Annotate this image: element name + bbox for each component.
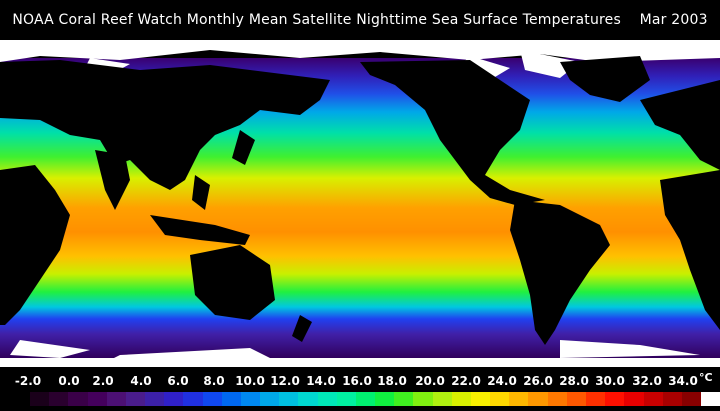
india xyxy=(95,150,130,210)
legend-tick: 10.0 xyxy=(235,374,265,388)
colorbar-swatch xyxy=(49,392,69,406)
colorbar-swatch xyxy=(30,392,50,406)
colorbar-swatch xyxy=(681,392,702,406)
colorbar-swatch xyxy=(470,392,491,406)
legend-tick: 26.0 xyxy=(523,374,553,388)
colorbar-swatch xyxy=(413,392,433,406)
colorbar-swatch xyxy=(375,392,395,406)
south-america xyxy=(510,200,610,345)
legend-tick: -2.0 xyxy=(14,374,42,388)
colorbar-swatch xyxy=(260,392,280,406)
legend-tick: 32.0 xyxy=(632,374,662,388)
indonesia xyxy=(150,215,250,245)
legend-tick: 16.0 xyxy=(342,374,372,388)
legend-ticks: -2.0 0.0 2.0 4.0 6.0 8.0 10.0 12.0 14.0 … xyxy=(0,371,720,390)
legend-tick: 2.0 xyxy=(92,374,114,388)
colorbar-swatch xyxy=(240,392,261,406)
colorbar-swatch xyxy=(202,392,222,406)
colorbar-swatch xyxy=(643,392,663,406)
africa xyxy=(660,170,720,330)
sea-surface-temperature-map xyxy=(0,40,720,367)
north-america xyxy=(360,60,545,205)
legend-tick: 20.0 xyxy=(415,374,445,388)
colorbar-swatch xyxy=(68,392,88,406)
colorbar-swatch xyxy=(624,392,644,406)
colorbar-swatch xyxy=(547,392,567,406)
legend-tick: 4.0 xyxy=(130,374,152,388)
colorbar-swatch xyxy=(221,392,241,406)
western-europe xyxy=(640,80,720,170)
colorbar-swatch xyxy=(145,392,165,406)
colorbar-swatch xyxy=(87,392,107,406)
legend-tick: 12.0 xyxy=(270,374,300,388)
philippines xyxy=(192,175,210,210)
colorbar-swatch xyxy=(605,392,625,406)
antarctica xyxy=(0,340,720,367)
colorbar-swatch xyxy=(183,392,203,406)
australia xyxy=(190,245,275,320)
colorbar-swatch xyxy=(336,392,356,406)
colorbar-swatch xyxy=(490,392,510,406)
colorbar-swatch xyxy=(662,392,682,406)
legend-tick: 8.0 xyxy=(203,374,225,388)
colorbar-swatch xyxy=(528,392,548,406)
legend-tick: 18.0 xyxy=(377,374,407,388)
legend-tick: 30.0 xyxy=(595,374,625,388)
legend-tick: 28.0 xyxy=(559,374,589,388)
colorbar-swatch xyxy=(509,392,529,406)
colorbar-swatch xyxy=(394,392,414,406)
legend-unit: °C xyxy=(699,371,713,384)
colorbar-swatch xyxy=(566,392,586,406)
africa-west xyxy=(0,165,70,325)
colorbar-swatch xyxy=(432,392,452,406)
colorbar-swatch xyxy=(451,392,471,406)
legend-tick: 14.0 xyxy=(306,374,336,388)
temperature-colorbar xyxy=(30,392,720,406)
colorbar-swatch xyxy=(298,392,318,406)
colorbar-swatch xyxy=(701,392,720,406)
new-zealand xyxy=(292,315,312,342)
eurasia xyxy=(0,60,330,190)
japan xyxy=(232,130,255,165)
greenland xyxy=(560,56,650,102)
legend-tick: 24.0 xyxy=(487,374,517,388)
colorbar-swatch xyxy=(585,392,606,406)
legend-tick: 22.0 xyxy=(451,374,481,388)
colorbar-swatch xyxy=(279,392,299,406)
colorbar-swatch xyxy=(106,392,126,406)
colorbar-swatch xyxy=(164,392,184,406)
map-title: NOAA Coral Reef Watch Monthly Mean Satel… xyxy=(12,12,708,28)
land-masses xyxy=(0,56,720,345)
colorbar-swatch xyxy=(317,392,337,406)
legend-tick: 0.0 xyxy=(58,374,80,388)
colorbar-swatch xyxy=(125,392,146,406)
colorbar-swatch xyxy=(355,392,376,406)
legend-tick: 34.0 xyxy=(668,374,698,388)
legend-tick: 6.0 xyxy=(167,374,189,388)
